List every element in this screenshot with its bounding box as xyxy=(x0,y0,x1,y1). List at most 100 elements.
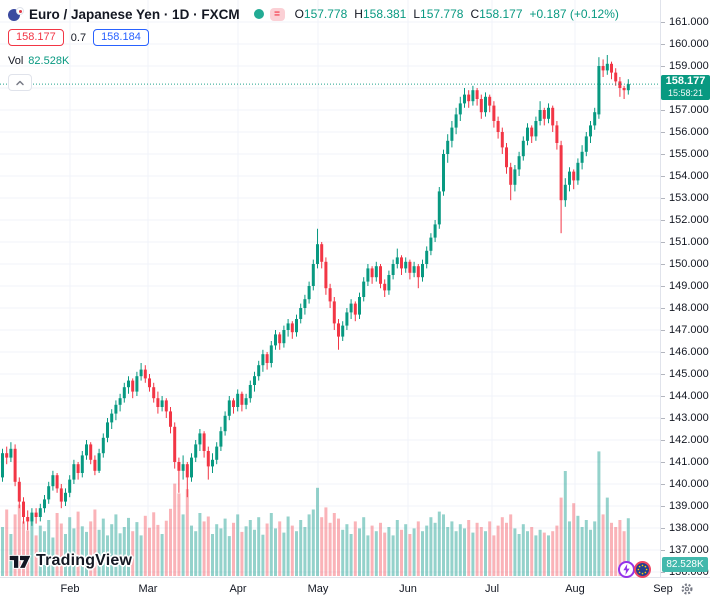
volume-bar xyxy=(572,503,576,576)
candle-body xyxy=(572,171,576,181)
candle-body xyxy=(450,127,454,141)
axis-settings-gear-icon[interactable] xyxy=(680,582,694,596)
candle-body xyxy=(101,437,105,454)
volume-bar xyxy=(328,522,332,576)
price-tick-label: 156.000 xyxy=(669,126,709,138)
price-tick-label: 147.000 xyxy=(669,324,709,336)
candle-body xyxy=(551,107,555,126)
candle-body xyxy=(521,140,525,157)
volume-bar xyxy=(22,521,25,576)
candle-body xyxy=(286,323,290,330)
volume-bar xyxy=(139,535,143,576)
volume-bar xyxy=(173,483,177,576)
volume-bar xyxy=(370,525,374,576)
boost-lightning-button[interactable] xyxy=(618,561,635,578)
volume-bar xyxy=(601,514,605,576)
volume-label: Vol xyxy=(8,55,24,67)
candle-body xyxy=(601,66,605,71)
volume-bar xyxy=(332,513,336,576)
candle-body xyxy=(391,264,395,275)
volume-bar xyxy=(358,528,361,576)
buy-ask-button[interactable]: 158.184 xyxy=(93,29,149,46)
volume-bar xyxy=(316,487,319,576)
candle-body xyxy=(584,136,588,152)
volume-bar xyxy=(505,522,508,576)
volume-bar xyxy=(47,520,51,576)
candle-body xyxy=(143,369,147,379)
volume-bar xyxy=(152,512,156,576)
volume-bar xyxy=(101,518,105,576)
candle-body xyxy=(605,63,609,71)
current-price-value: 158.177 xyxy=(665,75,706,87)
candle-body xyxy=(290,323,294,333)
volume-bar xyxy=(177,493,181,576)
candle-body xyxy=(538,110,542,121)
sell-bid-button[interactable]: 158.177 xyxy=(8,29,64,46)
volume-bar xyxy=(261,534,265,576)
price-tick-mark xyxy=(661,176,665,177)
market-status-dot-icon[interactable] xyxy=(253,9,264,19)
price-tick-mark xyxy=(661,198,665,199)
candle-body xyxy=(114,404,118,414)
volume-bar xyxy=(290,525,294,576)
candle-body xyxy=(278,334,282,344)
candle-body xyxy=(555,125,559,143)
candle-body xyxy=(148,378,151,388)
volume-bar xyxy=(122,527,126,576)
candle-body xyxy=(152,387,156,399)
volume-bar xyxy=(484,531,487,576)
candle-body xyxy=(110,413,114,423)
price-tick-mark xyxy=(661,264,665,265)
candle-body xyxy=(26,517,30,522)
candle-body xyxy=(248,385,252,399)
volume-bar xyxy=(442,514,445,576)
candle-body xyxy=(374,266,378,278)
month-label-jul: Jul xyxy=(484,583,500,595)
candle-body xyxy=(72,464,76,480)
volume-bar xyxy=(51,537,55,576)
candle-body xyxy=(353,303,357,315)
candle-body xyxy=(5,453,9,458)
price-tick-label: 159.000 xyxy=(669,60,709,72)
tradingview-logo[interactable]: TradingView xyxy=(8,551,132,571)
volume-bar xyxy=(433,522,437,576)
candle-body xyxy=(253,376,256,385)
candle-body xyxy=(517,156,521,170)
volume-bar xyxy=(244,526,248,576)
volume-bar xyxy=(324,507,328,576)
candle-body xyxy=(173,426,177,462)
candle-body xyxy=(118,398,122,405)
high-value: 158.381 xyxy=(362,7,407,21)
candle-body xyxy=(496,121,500,132)
chevron-up-icon xyxy=(16,80,24,85)
candle-body xyxy=(429,237,433,251)
volume-bar xyxy=(454,531,458,576)
volume-bar xyxy=(307,514,311,576)
candle-body xyxy=(164,400,168,412)
candle-body xyxy=(492,105,496,121)
volume-bar xyxy=(253,529,256,576)
candle-body xyxy=(13,448,17,482)
chart-canvas[interactable] xyxy=(0,0,660,577)
symbol-title[interactable]: Euro / Japanese Yen · 1D · FXCM xyxy=(29,6,240,22)
price-tick-label: 137.000 xyxy=(669,544,709,556)
volume-bar xyxy=(219,528,223,576)
candle-body xyxy=(337,323,340,337)
price-tick-label: 148.000 xyxy=(669,302,709,314)
indicator-toggle-button[interactable]: = xyxy=(269,7,285,21)
volume-bar xyxy=(412,528,416,576)
volume-bar xyxy=(353,521,357,576)
candle-body xyxy=(383,283,387,291)
price-tick-label: 160.000 xyxy=(669,38,709,50)
legend-collapse-button[interactable] xyxy=(8,74,32,91)
candle-body xyxy=(43,499,46,509)
price-tick-mark xyxy=(661,66,665,67)
volume-bar xyxy=(568,521,571,576)
price-tick-label: 157.000 xyxy=(669,104,709,116)
volume-bar xyxy=(110,524,114,576)
euro-flag-button[interactable] xyxy=(634,561,651,578)
volume-bar xyxy=(446,527,450,576)
time-axis[interactable]: Feb Mar Apr May Jun Jul Aug Sep xyxy=(0,577,710,600)
candle-body xyxy=(332,301,336,324)
